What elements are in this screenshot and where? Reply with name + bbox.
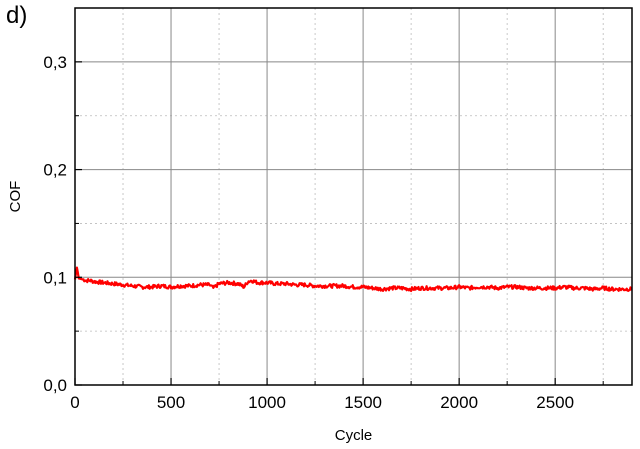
plot-frame <box>74 7 633 386</box>
tick-labels: 0 500 1000 1500 2000 2500 0,0 0,1 0,2 0,3 <box>43 53 574 412</box>
x-tick-label: 500 <box>157 393 185 412</box>
major-grid <box>75 8 632 385</box>
y-tick-label: 0,0 <box>43 376 67 395</box>
x-tick-label: 1500 <box>344 393 382 412</box>
series-line <box>73 266 633 293</box>
x-tick-label: 2000 <box>440 393 478 412</box>
y-tick-label: 0,2 <box>43 161 67 180</box>
minor-grid <box>75 8 632 385</box>
x-tick-label: 2500 <box>536 393 574 412</box>
axis-ticks <box>74 61 604 386</box>
x-tick-label: 0 <box>70 393 79 412</box>
series-layer <box>73 266 633 293</box>
panel-label: d) <box>6 2 28 29</box>
x-axis-title: Cycle <box>335 427 373 444</box>
y-tick-label: 0,1 <box>43 268 67 287</box>
y-axis-title: COF <box>7 181 24 213</box>
x-tick-label: 1000 <box>248 393 286 412</box>
y-tick-label: 0,3 <box>43 53 67 72</box>
